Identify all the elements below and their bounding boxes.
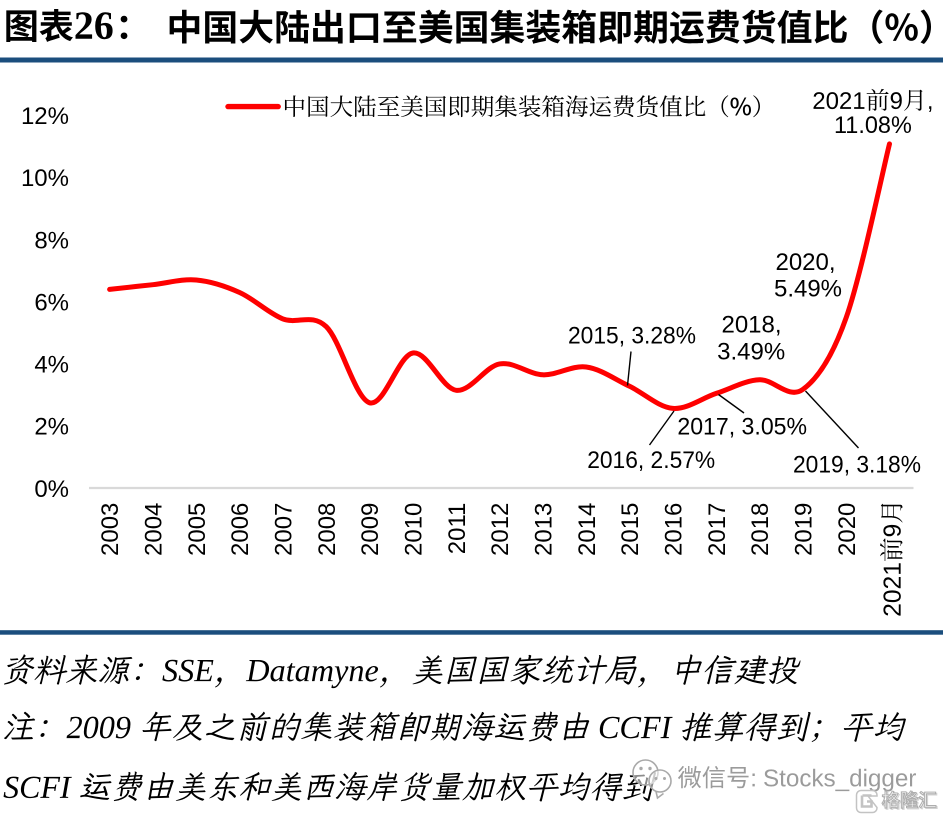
svg-text:3.49%: 3.49%: [717, 338, 785, 365]
svg-text:2015: 2015: [617, 503, 644, 556]
svg-text:2015, 3.28%: 2015, 3.28%: [568, 322, 696, 349]
svg-text:2012: 2012: [487, 503, 514, 556]
svg-text:2003: 2003: [97, 503, 124, 556]
svg-text:2009: 2009: [357, 503, 384, 556]
svg-text:2010: 2010: [401, 503, 428, 556]
svg-text:6%: 6%: [34, 289, 69, 316]
svg-text:2011: 2011: [444, 503, 471, 555]
svg-text:2016: 2016: [661, 503, 688, 556]
svg-text:2016, 2.57%: 2016, 2.57%: [587, 447, 715, 474]
svg-text:2007: 2007: [271, 503, 298, 556]
svg-text:10%: 10%: [21, 165, 69, 192]
svg-text:5.49%: 5.49%: [774, 276, 842, 303]
svg-text:2020: 2020: [834, 503, 861, 556]
svg-text:12%: 12%: [21, 103, 69, 130]
svg-text:2020,: 2020,: [775, 249, 835, 276]
svg-text:2017, 3.05%: 2017, 3.05%: [677, 414, 807, 441]
svg-text:2018: 2018: [747, 503, 774, 556]
svg-text:4%: 4%: [34, 352, 69, 379]
svg-text:2018,: 2018,: [721, 312, 781, 339]
svg-text:0%: 0%: [34, 476, 69, 503]
svg-text:2%: 2%: [34, 414, 69, 441]
svg-text:2014: 2014: [574, 503, 601, 556]
svg-text:2019: 2019: [791, 503, 818, 556]
svg-text:11.08%: 11.08%: [834, 112, 912, 139]
svg-text:2019, 3.18%: 2019, 3.18%: [793, 451, 921, 478]
svg-text:2006: 2006: [227, 503, 254, 556]
svg-text:2005: 2005: [184, 503, 211, 556]
svg-text:8%: 8%: [34, 227, 69, 254]
svg-text:2017: 2017: [704, 503, 731, 556]
svg-text:2013: 2013: [531, 503, 558, 556]
svg-text:2004: 2004: [141, 503, 168, 556]
svg-text:2008: 2008: [314, 503, 341, 556]
